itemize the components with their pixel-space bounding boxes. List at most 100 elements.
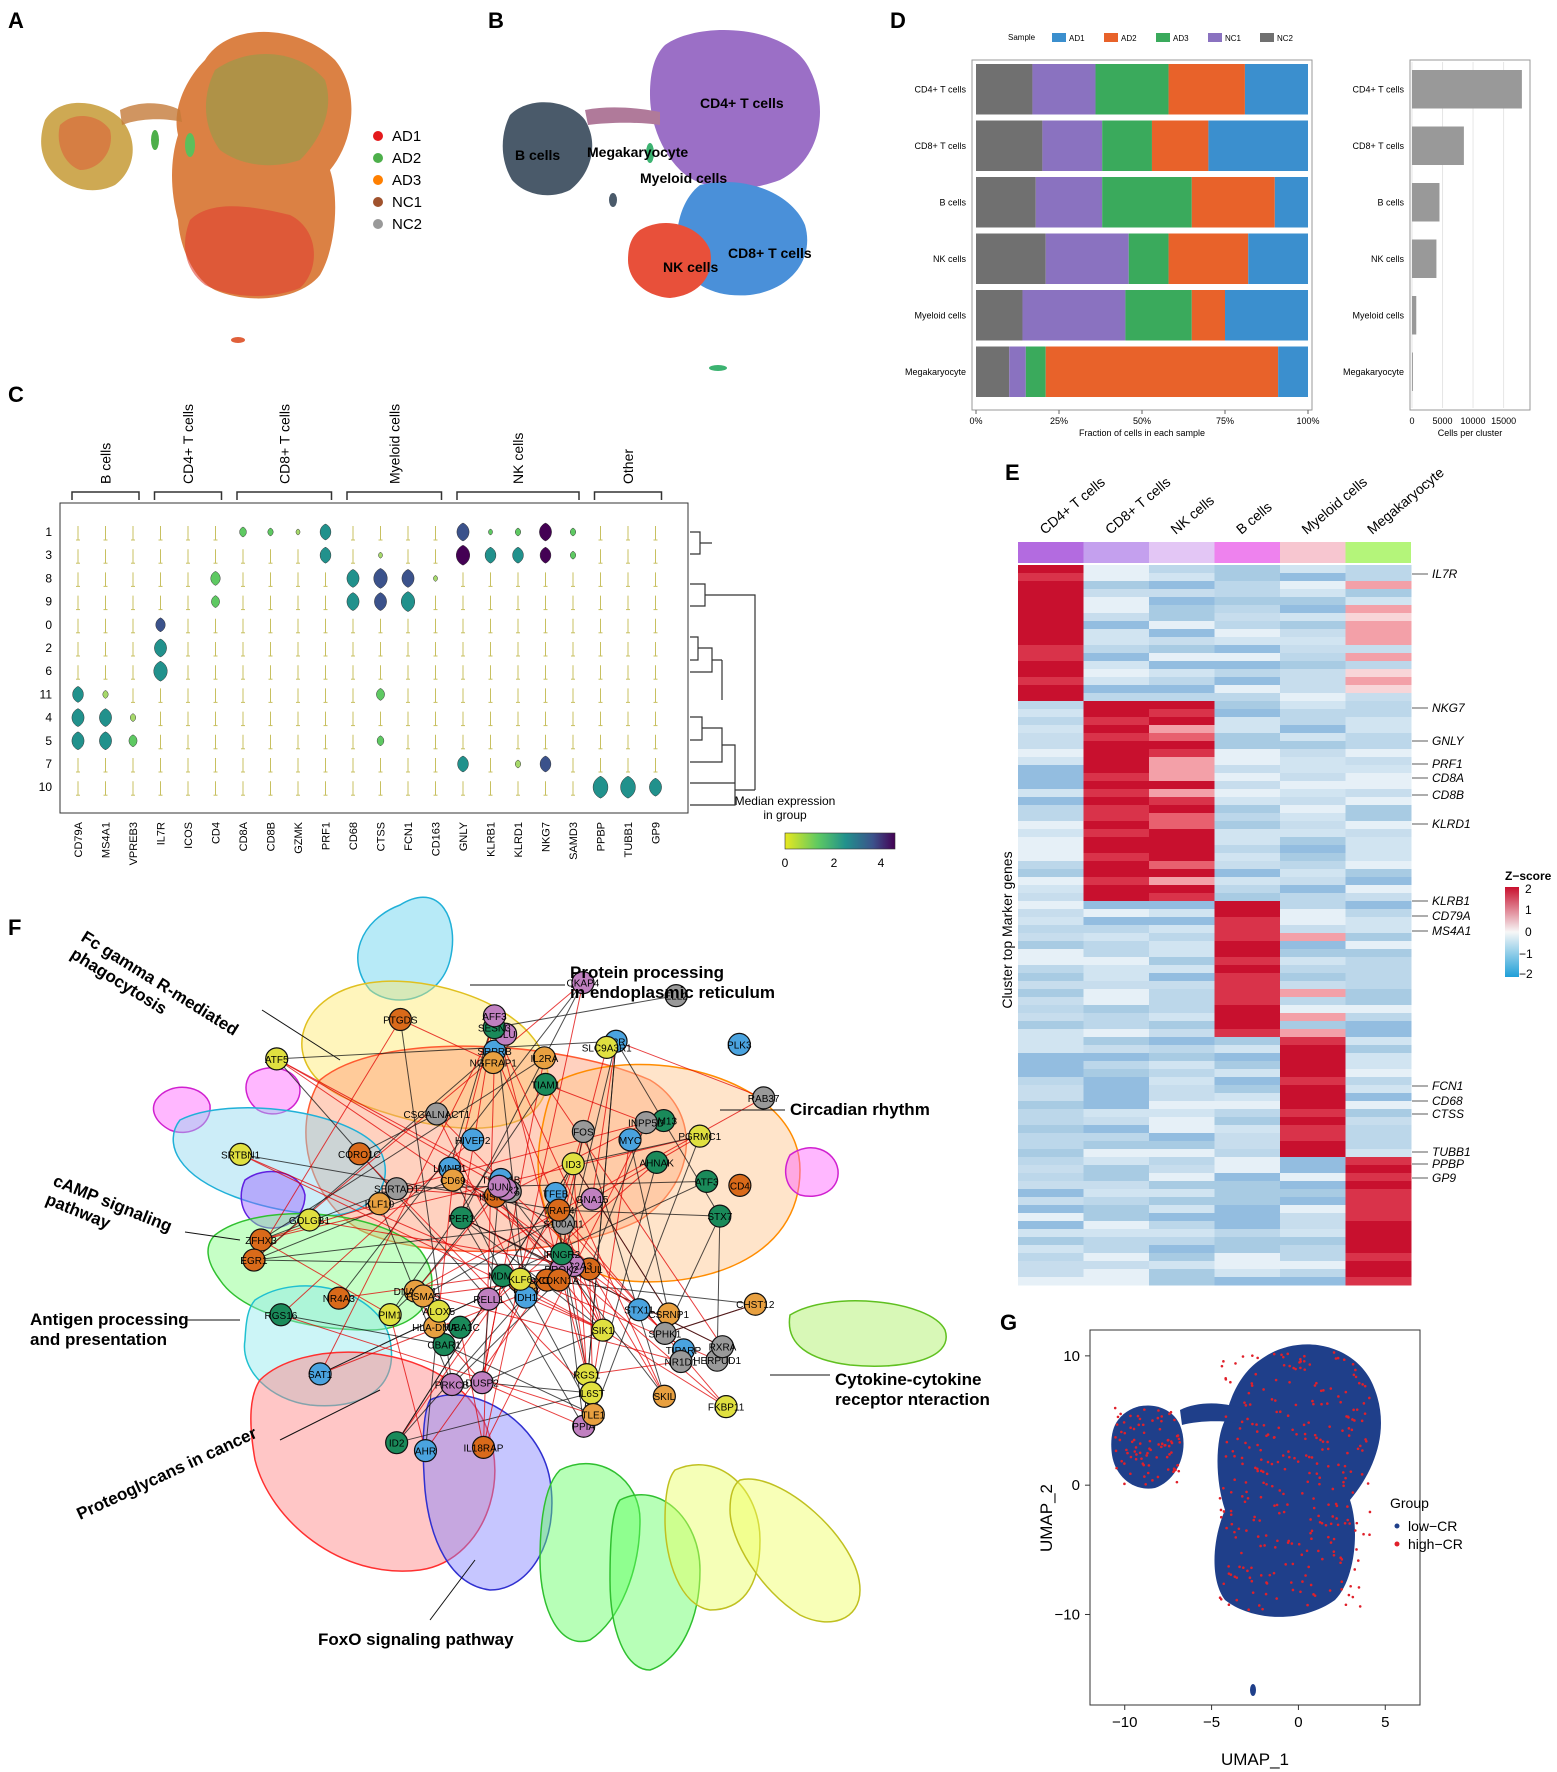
- colorbar-title-1: Median expression: [735, 794, 836, 808]
- heatmap-cell: [1018, 1269, 1084, 1278]
- heatmap-cell: [1083, 909, 1150, 918]
- heatmap-cell: [1149, 709, 1215, 718]
- high-cr-point: [1256, 1443, 1259, 1447]
- high-cr-point: [1272, 1352, 1276, 1356]
- heatmap-cell: [1280, 765, 1346, 774]
- gene-node-label-csgalnact1: CSGALNACT1: [403, 1110, 470, 1121]
- high-cr-point: [1340, 1580, 1344, 1584]
- high-cr-point: [1351, 1418, 1354, 1421]
- heatmap-cell: [1345, 1053, 1412, 1062]
- high-cr-point: [1114, 1436, 1117, 1439]
- heatmap-cell: [1149, 725, 1215, 734]
- heatmap-cell: [1214, 1261, 1281, 1270]
- heatmap-cell: [1018, 1045, 1084, 1054]
- high-cr-point: [1281, 1454, 1285, 1457]
- high-cr-point: [1360, 1473, 1364, 1476]
- heatmap-cell: [1214, 1125, 1281, 1134]
- count-ylabel-b-cells: B cells: [1377, 197, 1404, 207]
- high-cr-point: [1123, 1462, 1126, 1465]
- heatmap-cell: [1214, 685, 1281, 694]
- heatmap-cell: [1345, 1109, 1412, 1118]
- high-cr-point: [1321, 1440, 1325, 1443]
- high-cr-point: [1138, 1442, 1142, 1445]
- heatmap-cell: [1083, 1165, 1150, 1174]
- high-cr-point: [1231, 1449, 1235, 1453]
- pathway-label-proteoglycans-in-cancer: Proteoglycans in cancer: [74, 1423, 260, 1523]
- heatmap-cell: [1345, 1125, 1412, 1134]
- network-edge: [591, 1041, 617, 1200]
- heatmap-cell: [1083, 741, 1150, 750]
- high-cr-point: [1286, 1352, 1290, 1356]
- heatmap-cell: [1083, 1109, 1150, 1118]
- legend-swatch-ad3: [1156, 33, 1170, 42]
- violin-1-cd8a: [239, 526, 247, 538]
- high-cr-point: [1245, 1490, 1248, 1494]
- heatmap-cell: [1083, 573, 1150, 582]
- heatmap-cell: [1214, 1189, 1281, 1198]
- gene-node-label-ahr: AHR: [415, 1447, 436, 1458]
- gene-node-klf6: [508, 1267, 532, 1291]
- high-cr-point: [1352, 1373, 1356, 1377]
- heatmap-cell: [1083, 829, 1150, 838]
- network-edge: [280, 1314, 445, 1346]
- violin-1-cd8b: [267, 527, 274, 537]
- high-cr-point: [1250, 1382, 1254, 1385]
- group-label-nk-cells: NK cells: [510, 433, 526, 484]
- high-cr-point: [1315, 1381, 1318, 1385]
- high-cr-point: [1157, 1409, 1160, 1412]
- high-cr-point: [1355, 1548, 1358, 1551]
- high-cr-point: [1175, 1434, 1179, 1438]
- violin-1-gzmk: [295, 528, 301, 536]
- gene-node-stx11: [627, 1298, 651, 1322]
- high-cr-point: [1136, 1414, 1140, 1418]
- violin-9-fcn1: [401, 591, 415, 612]
- umap-b-small-blob: [709, 365, 727, 371]
- gene-label-ppbp: PPBP: [596, 822, 608, 851]
- high-cr-point: [1306, 1603, 1309, 1607]
- gene-label-gnly: GNLY: [458, 821, 470, 851]
- heatmap-cell: [1345, 781, 1412, 790]
- pathway-hull-16: [788, 1300, 947, 1367]
- high-cr-point: [1255, 1430, 1259, 1433]
- high-cr-point: [1317, 1549, 1320, 1553]
- pathway-label-line: Cytokine-cytokine: [835, 1370, 981, 1389]
- high-cr-point: [1253, 1515, 1256, 1519]
- group-label-myeloid-cells: Myeloid cells: [386, 404, 402, 484]
- network-edge: [573, 1135, 700, 1165]
- heatmap-cell: [1214, 1077, 1281, 1086]
- high-cr-point: [1120, 1459, 1123, 1463]
- high-cr-point: [1303, 1368, 1307, 1371]
- gene-node-aff3: [482, 1004, 507, 1028]
- heatmap-cell: [1018, 725, 1084, 734]
- heatmap-cell: [1214, 1021, 1281, 1030]
- high-cr-point: [1313, 1384, 1317, 1387]
- high-cr-point: [1346, 1451, 1349, 1455]
- cluster-row-label-4: 4: [45, 711, 52, 725]
- heatmap-cell: [1083, 813, 1150, 822]
- heatmap-cell: [1280, 1237, 1346, 1246]
- high-cr-point: [1307, 1565, 1310, 1569]
- heatmap-cell: [1214, 941, 1281, 950]
- gene-label-cd8a: CD8A: [1432, 771, 1464, 785]
- bar-cd4-t-cells-ad1: [1244, 64, 1308, 115]
- gene-node-ckap4: [571, 971, 595, 995]
- high-cr-point: [1303, 1354, 1306, 1358]
- heatmap-cell: [1149, 853, 1215, 862]
- heatmap-cell: [1083, 645, 1150, 654]
- high-cr-point: [1355, 1521, 1359, 1525]
- count-ylabel-myeloid-cells: Myeloid cells: [1352, 310, 1404, 320]
- heatmap-cell: [1149, 869, 1215, 878]
- heatmap-cell: [1345, 885, 1412, 894]
- heatmap-cell: [1083, 621, 1150, 630]
- gene-node-label-ckap4: CKAP4: [567, 979, 600, 990]
- heatmap-cell: [1083, 1221, 1150, 1230]
- gene-node-psma5: [411, 1284, 435, 1308]
- violin-8-cd68: [346, 569, 360, 588]
- gene-node-egr1: [242, 1248, 266, 1272]
- gene-node-fkbp11: [714, 1395, 738, 1419]
- gene-node-label-slc2a3: SLC2A3: [555, 1262, 593, 1273]
- count-bar-megakaryocyte: [1412, 352, 1413, 391]
- high-cr-point: [1166, 1438, 1170, 1442]
- heatmap-cell: [1018, 629, 1084, 638]
- umap-g-xtick-1: −5: [1203, 1714, 1220, 1731]
